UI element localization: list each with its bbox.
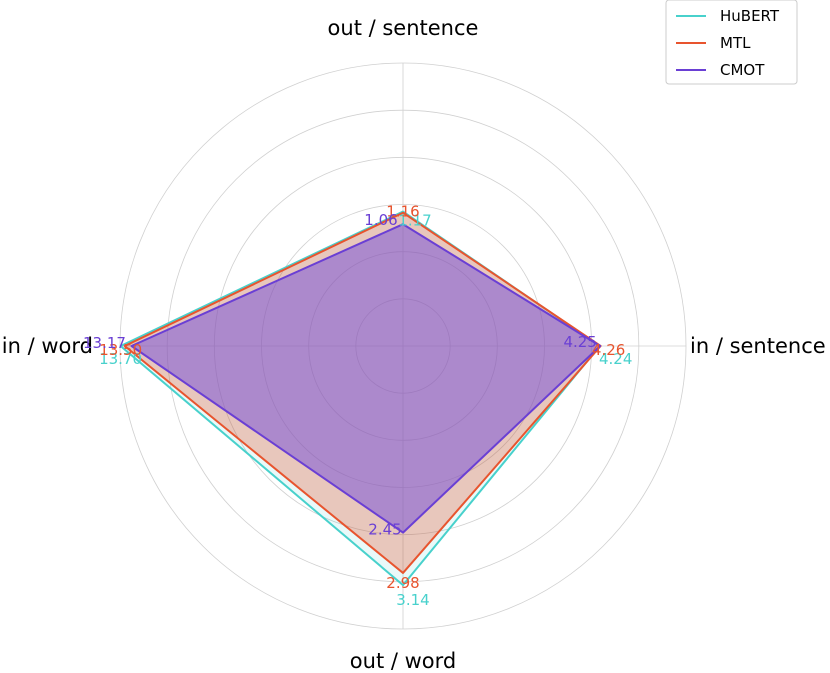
data-label-cmot-3: 13.17: [83, 334, 126, 352]
data-label-hubert-0: 1.17: [398, 212, 431, 230]
axis-label-bottom: out / word: [350, 649, 456, 673]
legend-label-hubert: HuBERT: [720, 7, 780, 25]
data-label-mtl-1: 4.26: [592, 341, 625, 359]
data-label-hubert-1: 4.24: [599, 350, 632, 368]
legend-box: [665, 0, 798, 85]
data-label-cmot-1: 4.25: [563, 333, 596, 351]
data-label-cmot-0: 1.06: [364, 211, 397, 229]
axis-label-top: out / sentence: [328, 16, 479, 40]
data-label-cmot-2: 2.45: [368, 521, 401, 539]
series-area-cmot: [131, 224, 601, 533]
data-label-mtl-0: 1.16: [386, 203, 419, 221]
data-label-hubert-2: 3.14: [396, 591, 429, 609]
axis-label-left: in / word: [2, 334, 93, 358]
series-line-mtl: [123, 211, 602, 574]
legend: HuBERT MTL CMOT: [665, 0, 798, 85]
series-line-cmot: [130, 223, 602, 534]
axis-labels: out / sentence in / sentence out / word …: [2, 16, 826, 673]
data-label-hubert-3: 13.70: [99, 350, 142, 368]
legend-label-mtl: MTL: [720, 34, 751, 52]
axis-label-right: in / sentence: [690, 334, 826, 358]
data-label-mtl-2: 2.98: [386, 574, 419, 592]
legend-label-cmot: CMOT: [720, 61, 765, 79]
data-label-mtl-3: 13.50: [99, 341, 142, 359]
radar-series: [119, 210, 602, 587]
data-labels: 1.17 4.24 3.14 13.70 1.16 4.26 2.98 13.50 1.06 4.…: [83, 203, 632, 609]
